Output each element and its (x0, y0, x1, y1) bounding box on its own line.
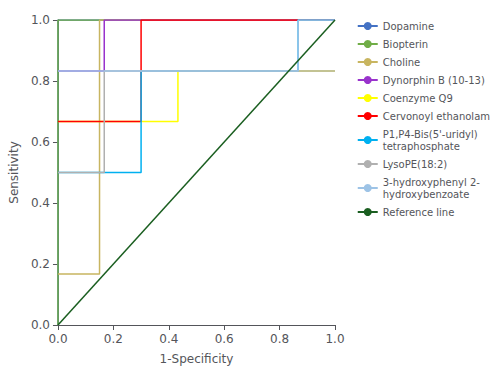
svg-text:hydroxybenzoate: hydroxybenzoate (383, 189, 470, 200)
svg-text:0.8: 0.8 (270, 332, 289, 346)
svg-text:0.6: 0.6 (31, 135, 50, 149)
svg-text:0.4: 0.4 (31, 196, 50, 210)
svg-text:Reference line: Reference line (383, 207, 455, 218)
svg-text:1-Specificity: 1-Specificity (160, 352, 234, 366)
svg-text:0.0: 0.0 (48, 332, 67, 346)
svg-text:LysoPE(18:2): LysoPE(18:2) (383, 159, 448, 170)
svg-text:0.6: 0.6 (215, 332, 234, 346)
svg-text:0.2: 0.2 (31, 257, 50, 271)
svg-text:0.2: 0.2 (104, 332, 123, 346)
svg-text:Dynorphin B (10-13): Dynorphin B (10-13) (383, 75, 485, 86)
svg-text:3-hydroxyphenyl 2-: 3-hydroxyphenyl 2- (383, 177, 481, 188)
svg-text:Biopterin: Biopterin (383, 39, 428, 50)
svg-text:0.0: 0.0 (31, 318, 50, 332)
svg-text:0.4: 0.4 (159, 332, 178, 346)
svg-text:Cervonoyl ethanolam: Cervonoyl ethanolam (383, 111, 490, 122)
svg-text:1.0: 1.0 (325, 332, 344, 346)
svg-text:Dopamine: Dopamine (383, 21, 434, 32)
svg-text:tetraphosphate: tetraphosphate (383, 141, 460, 152)
svg-text:0.8: 0.8 (31, 74, 50, 88)
svg-text:Sensitivity: Sensitivity (7, 141, 21, 203)
svg-text:1.0: 1.0 (31, 13, 50, 27)
svg-text:P1,P4-Bis(5'-uridyl): P1,P4-Bis(5'-uridyl) (383, 129, 478, 140)
svg-text:Coenzyme Q9: Coenzyme Q9 (383, 93, 453, 104)
svg-text:Choline: Choline (383, 57, 421, 68)
